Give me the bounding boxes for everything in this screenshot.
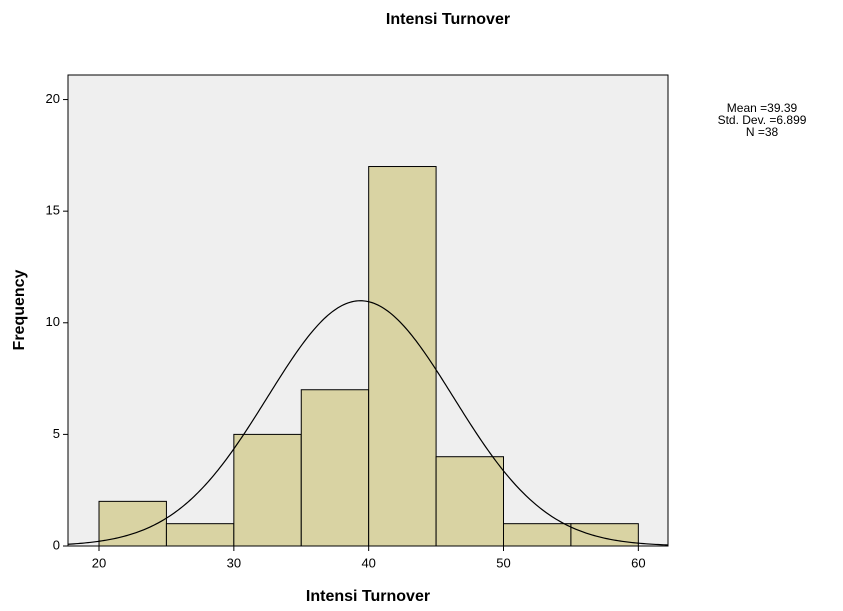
bar: [165, 523, 235, 547]
stat-label: Std. Dev. =6.899: [718, 113, 807, 127]
bar: [233, 433, 302, 547]
bar: [435, 456, 505, 547]
y-axis-label: Frequency: [11, 269, 28, 350]
x-axis-label: Intensi Turnover: [306, 588, 430, 605]
y-tick-label: 10: [46, 314, 60, 329]
x-tick-label: 30: [227, 555, 241, 570]
x-tick-label: 40: [361, 555, 375, 570]
y-tick-label: 15: [46, 203, 60, 218]
bar: [300, 389, 370, 547]
y-tick-label: 20: [46, 91, 60, 106]
x-tick-label: 50: [496, 555, 510, 570]
normal-curve: [67, 300, 669, 546]
y-tick-label: 0: [53, 537, 60, 552]
chart-title: Intensi Turnover: [386, 11, 510, 28]
bar: [98, 500, 167, 547]
x-tick-label: 60: [631, 555, 645, 570]
stat-label: N =38: [746, 125, 779, 139]
y-tick-label: 5: [53, 426, 60, 441]
plot-border: [67, 74, 669, 547]
x-tick-label: 20: [92, 555, 106, 570]
stat-label: Mean =39.39: [727, 101, 798, 115]
bar: [368, 166, 437, 547]
bar: [503, 523, 572, 547]
